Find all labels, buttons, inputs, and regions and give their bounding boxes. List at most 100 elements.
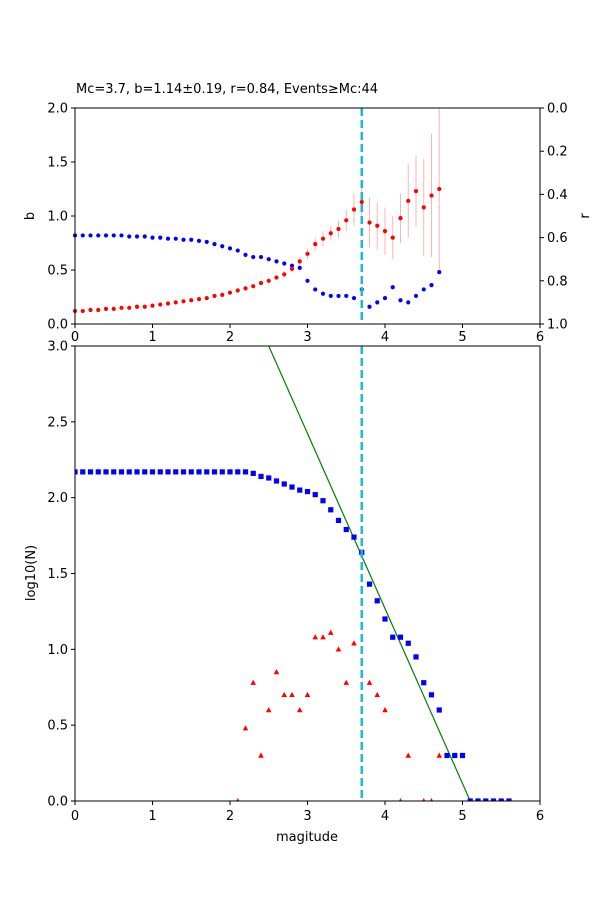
b-point: [189, 298, 194, 303]
cumulative-point: [490, 798, 497, 801]
r-point: [220, 244, 225, 249]
non-cumulative-point: [366, 679, 373, 685]
b-point: [251, 284, 256, 289]
cumulative-point: [103, 469, 109, 475]
cumulative-point: [281, 481, 287, 487]
r-point: [251, 254, 256, 260]
b-point: [103, 306, 109, 311]
cumulative-point: [459, 752, 466, 759]
r-point: [127, 234, 132, 239]
r-point: [204, 239, 209, 245]
cumulative-point: [467, 798, 473, 801]
y-tick-label: 2.5: [47, 415, 68, 430]
non-cumulative-point: [242, 725, 249, 731]
cumulative-point: [413, 654, 419, 660]
cumulative-point: [111, 469, 117, 475]
non-cumulative-point: [398, 798, 403, 801]
cumulative-point: [335, 517, 342, 524]
r-point: [258, 254, 264, 260]
cumulative-point: [173, 469, 179, 475]
r-point: [398, 298, 403, 303]
b-value-panel: 0 1 2 3 4 5 6 0.0 0.5 1.0 1.5 2.0 0.0 0.2 0.4 0.6 0.8 1.0…: [23, 102, 593, 346]
r-point: [243, 252, 248, 257]
b-point: [382, 229, 388, 234]
b-point: [266, 278, 271, 283]
y2-tick-label: 0.6: [547, 231, 568, 246]
non-cumulative-point: [312, 634, 319, 640]
cumulative-point: [118, 469, 125, 475]
cumulative-point: [219, 469, 225, 475]
cumulative-point: [142, 469, 148, 475]
b-point: [204, 295, 209, 301]
non-cumulative-point: [281, 691, 288, 698]
cumulative-point: [211, 469, 218, 475]
r-point: [289, 263, 295, 268]
cumulative-point: [250, 470, 256, 476]
gr-fit-line: [268, 346, 471, 801]
b-point: [173, 300, 178, 305]
log10n-axis-label: log10(N): [24, 545, 39, 601]
r-point: [328, 293, 333, 299]
cumulative-point: [475, 798, 481, 801]
r-axis-label: r: [578, 213, 593, 219]
cumulative-point: [382, 616, 388, 622]
cumulative-point: [428, 692, 435, 698]
r-point: [421, 287, 426, 292]
x-tick-label: 6: [536, 809, 544, 824]
non-cumulative-point: [289, 691, 295, 698]
cumulative-point: [157, 469, 163, 475]
non-cumulative-point: [436, 752, 443, 758]
b-point: [351, 207, 357, 212]
x-tick-label: 0: [71, 809, 79, 824]
cumulative-point: [390, 634, 396, 640]
y-tick-label: 2.0: [47, 491, 68, 506]
b-point: [437, 186, 442, 192]
r-point: [142, 234, 147, 239]
cumulative-point: [196, 469, 202, 475]
r-point: [406, 300, 411, 305]
r-point: [181, 237, 186, 242]
r-point: [305, 278, 310, 283]
x-tick-label: 3: [303, 330, 311, 345]
r-point: [173, 236, 178, 241]
r-point: [429, 283, 434, 288]
cumulative-point: [266, 475, 272, 481]
b-point: [134, 304, 140, 309]
r-point: [227, 246, 233, 251]
b-point: [243, 286, 248, 291]
non-cumulative-point: [335, 646, 342, 652]
y-tick-label: 0.0: [47, 318, 68, 333]
cumulative-point: [149, 469, 156, 475]
b-point: [421, 205, 426, 210]
b-point: [429, 193, 434, 198]
non-cumulative-point: [273, 669, 280, 675]
cumulative-point: [188, 469, 194, 475]
b-point: [336, 226, 341, 232]
cumulative-point: [204, 469, 210, 475]
b-point: [289, 266, 295, 272]
b-point: [181, 299, 186, 304]
y2-tick-label: 0.2: [547, 145, 568, 160]
y2-tick-label: 1.0: [547, 318, 568, 333]
b-value-plot-content: [72, 108, 442, 324]
cumulative-point: [304, 489, 311, 495]
b-point: [313, 241, 318, 247]
b-point: [282, 272, 287, 277]
r-point: [313, 287, 318, 292]
r-point: [119, 233, 124, 238]
cumulative-point: [320, 498, 326, 504]
cumulative-point: [506, 798, 512, 801]
r-point: [437, 270, 442, 275]
b-point: [142, 304, 147, 309]
cumulative-point: [258, 473, 264, 480]
x-tick-label: 4: [381, 809, 389, 824]
non-cumulative-point: [258, 752, 264, 758]
magnitude-axis-label: magitude: [276, 830, 338, 845]
non-cumulative-point: [250, 679, 257, 685]
cumulative-point: [235, 469, 241, 475]
r-point: [111, 233, 116, 238]
b-point: [212, 293, 217, 299]
b-point: [305, 251, 310, 256]
cumulative-point: [134, 469, 140, 475]
b-point: [297, 259, 302, 264]
